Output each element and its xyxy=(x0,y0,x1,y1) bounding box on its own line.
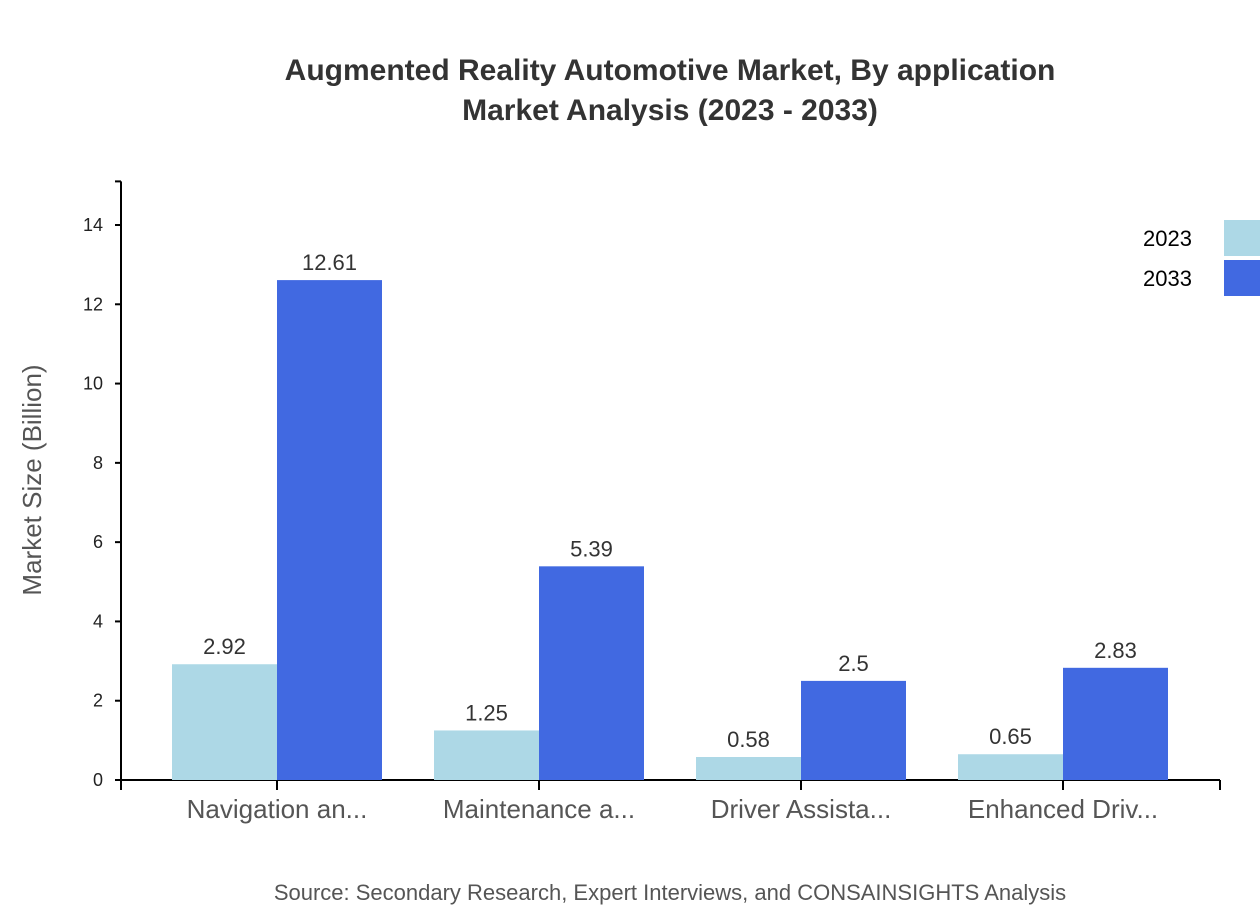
legend-label: 2033 xyxy=(1143,266,1192,291)
bar-2033 xyxy=(1063,667,1168,780)
x-tick-label: Navigation an... xyxy=(187,794,368,824)
y-tick-label: 12 xyxy=(83,294,103,314)
y-tick-label: 4 xyxy=(93,611,103,631)
bar-2023 xyxy=(696,757,801,780)
data-label: 5.39 xyxy=(570,536,613,561)
bar-2023 xyxy=(172,664,277,780)
data-label: 2.92 xyxy=(203,634,246,659)
data-label: 0.65 xyxy=(989,724,1032,749)
chart-subtitle: Market Analysis (2023 - 2033) xyxy=(462,94,878,127)
data-label: 2.83 xyxy=(1094,638,1137,663)
bar-2023 xyxy=(958,754,1063,780)
x-tick-label: Maintenance a... xyxy=(443,794,635,824)
data-label: 1.25 xyxy=(465,700,508,725)
x-tick-label: Enhanced Driv... xyxy=(968,794,1158,824)
x-tick-label: Driver Assista... xyxy=(711,794,892,824)
bar-2033 xyxy=(539,566,644,780)
source-note: Source: Secondary Research, Expert Inter… xyxy=(274,880,1066,905)
y-tick-label: 2 xyxy=(93,691,103,711)
y-tick-label: 0 xyxy=(93,770,103,790)
y-tick-label: 14 xyxy=(83,215,103,235)
data-label: 2.5 xyxy=(838,651,869,676)
data-label: 0.58 xyxy=(727,727,770,752)
y-axis-label: Market Size (Billion) xyxy=(17,364,47,595)
chart-title: Augmented Reality Automotive Market, By … xyxy=(285,54,1056,87)
legend-swatch xyxy=(1224,260,1260,296)
data-label: 12.61 xyxy=(302,250,357,275)
legend-swatch xyxy=(1224,220,1260,256)
bar-2033 xyxy=(801,680,906,780)
y-tick-label: 10 xyxy=(83,374,103,394)
y-tick-label: 6 xyxy=(93,532,103,552)
legend-label: 2023 xyxy=(1143,226,1192,251)
bar-2023 xyxy=(434,730,539,780)
bar-2033 xyxy=(277,280,382,780)
y-tick-label: 8 xyxy=(93,453,103,473)
